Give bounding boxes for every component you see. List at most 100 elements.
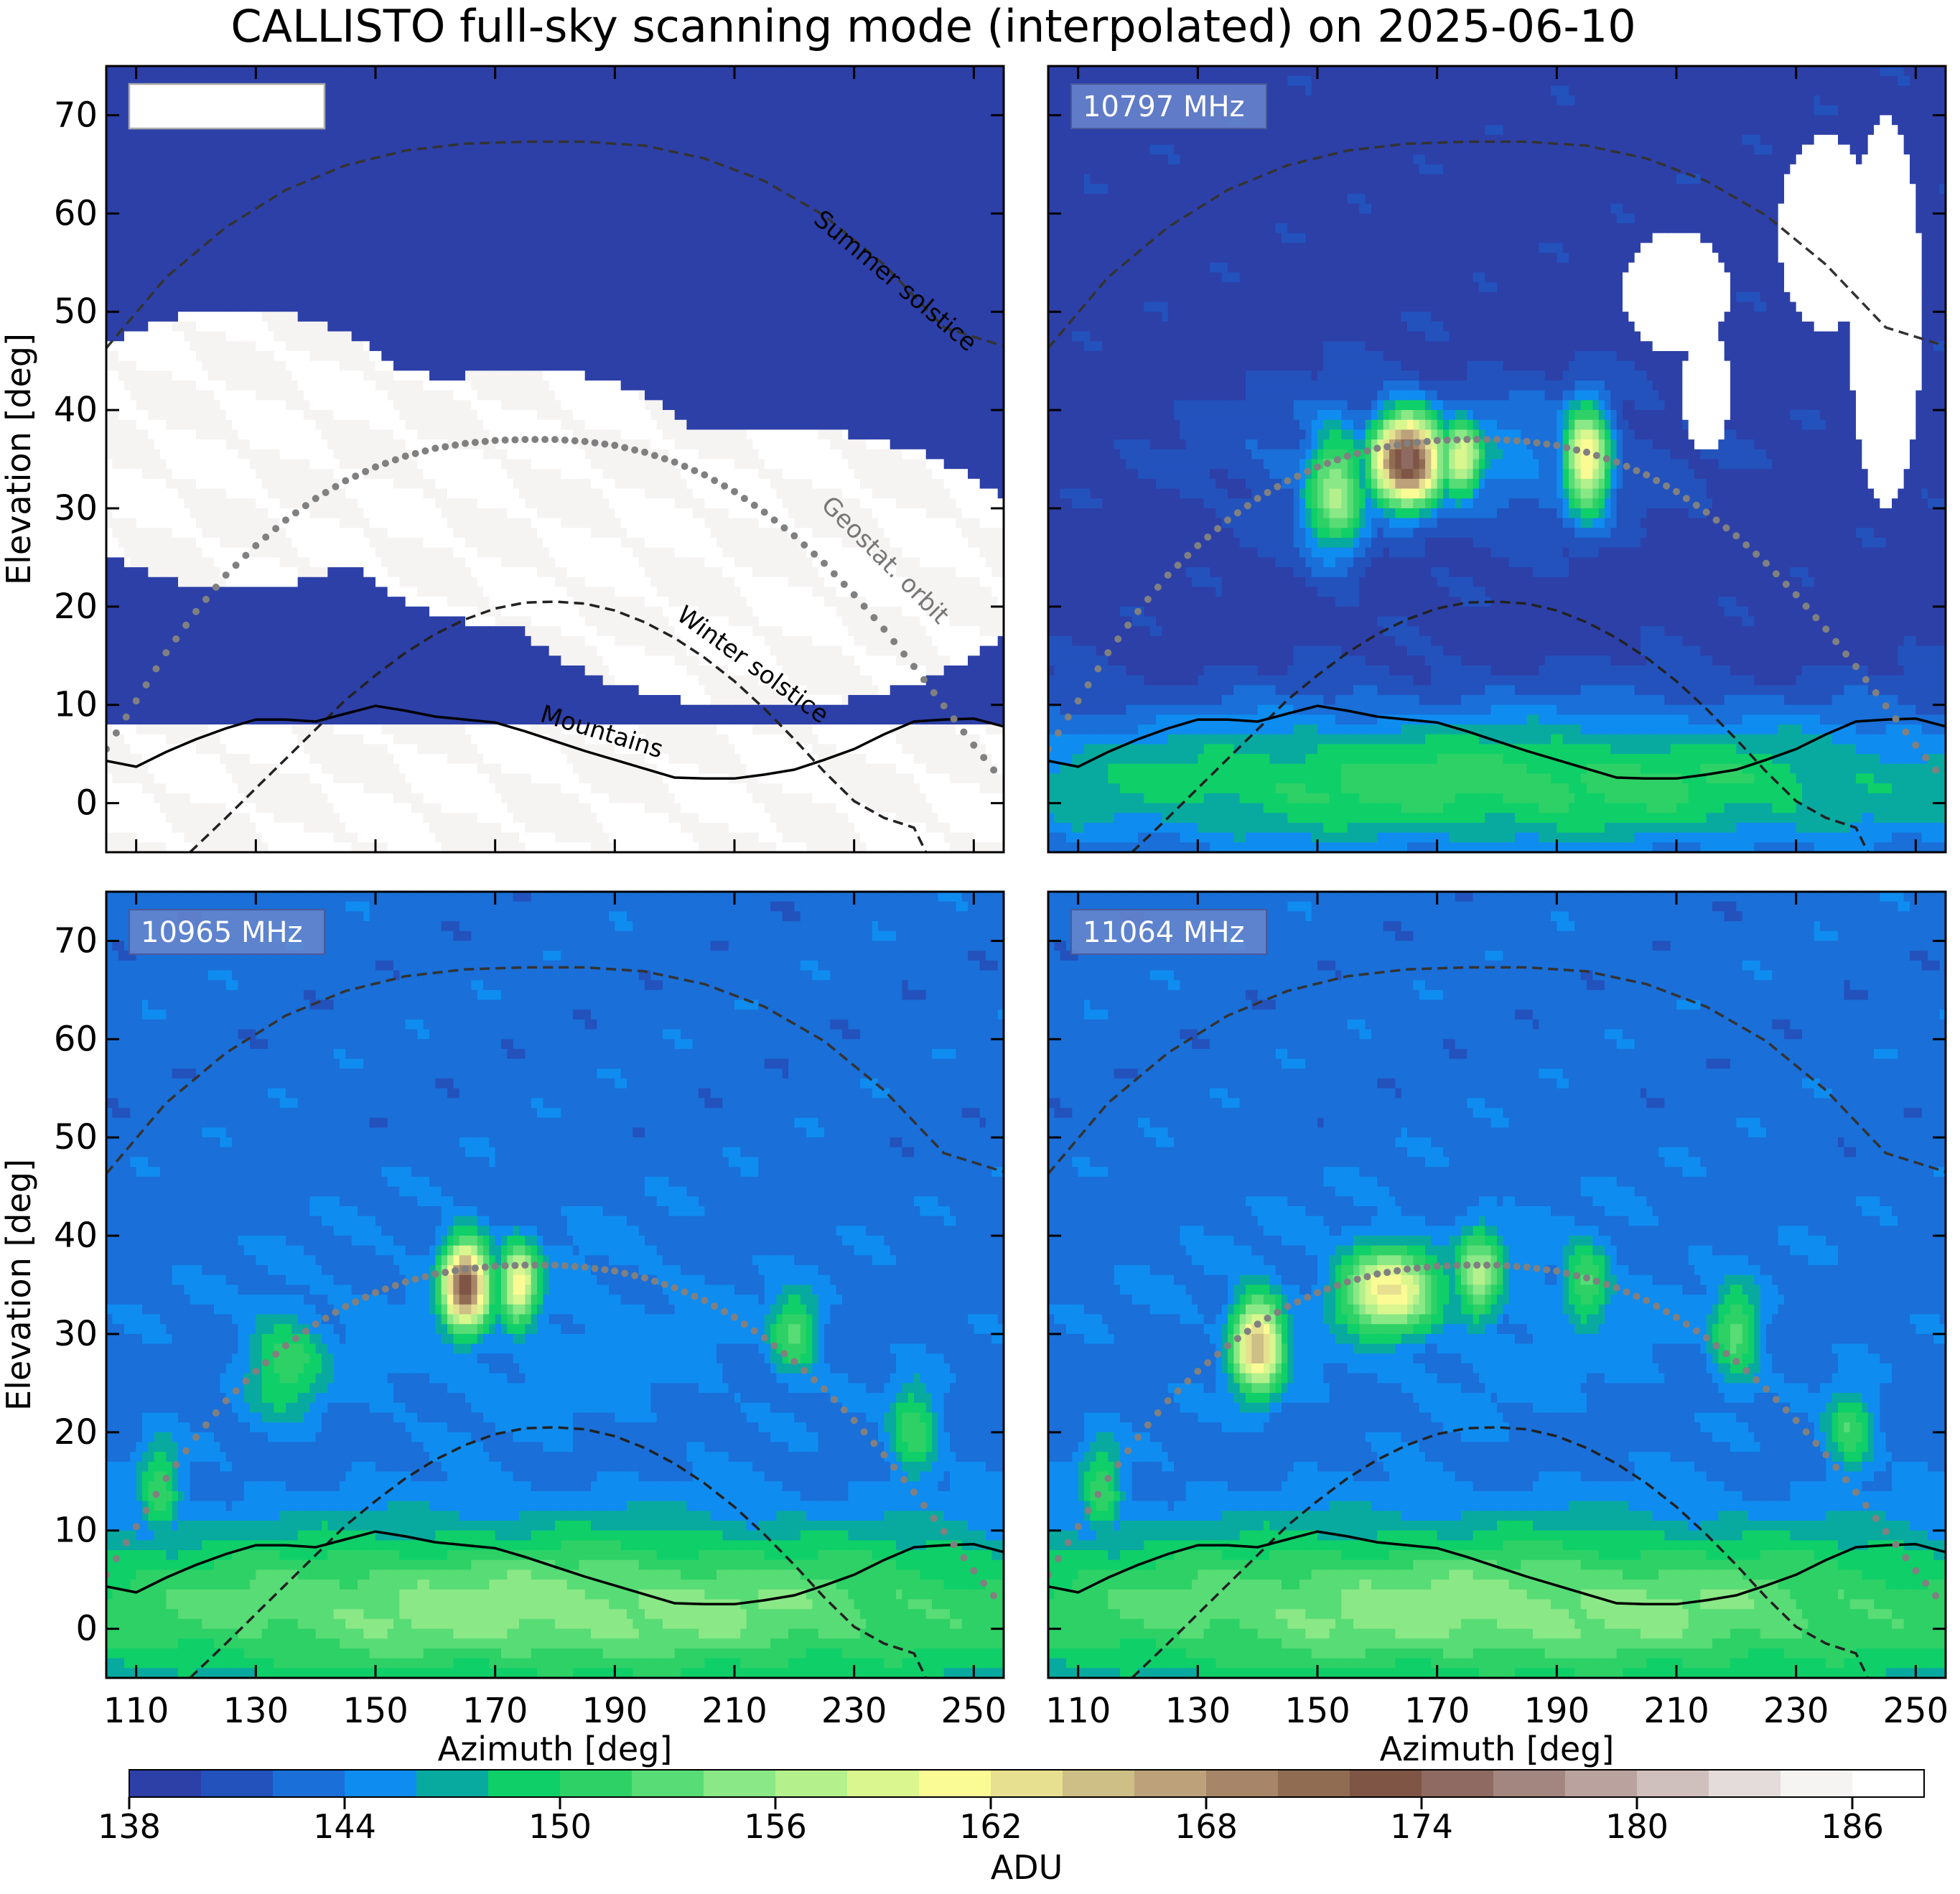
contour-cell xyxy=(663,381,669,391)
contour-cell xyxy=(907,193,915,205)
contour-cell xyxy=(609,203,615,214)
contour-cell xyxy=(501,253,508,263)
contour-cell xyxy=(507,174,514,185)
contour-cell xyxy=(519,134,526,146)
contour-cell xyxy=(782,243,789,253)
contour-cell xyxy=(477,125,484,136)
contour-cell xyxy=(961,302,969,312)
contour-cell xyxy=(812,164,819,175)
contour-cell xyxy=(597,115,604,126)
contour-cell xyxy=(417,134,424,146)
contour-cell xyxy=(692,302,699,312)
contour-cell xyxy=(453,321,460,332)
contour-cell xyxy=(429,75,436,86)
contour-cell xyxy=(279,213,286,224)
contour-cell xyxy=(699,164,705,175)
contour-cell xyxy=(579,193,586,205)
contour-cell xyxy=(549,193,556,205)
contour-cell xyxy=(351,75,358,86)
contour-cell xyxy=(650,85,658,96)
contour-cell xyxy=(645,291,651,303)
contour-cell xyxy=(986,291,992,303)
contour-cell xyxy=(190,164,197,175)
contour-cell xyxy=(961,134,969,146)
contour-cell xyxy=(692,164,699,175)
contour-cell xyxy=(699,154,705,165)
contour-cell xyxy=(650,282,658,293)
contour-cell xyxy=(602,321,610,332)
contour-cell xyxy=(477,174,484,185)
contour-cell xyxy=(495,213,502,224)
contour-cell xyxy=(663,164,669,175)
contour-cell xyxy=(704,164,711,175)
contour-cell xyxy=(549,144,556,155)
contour-cell xyxy=(782,370,789,381)
contour-cell xyxy=(411,233,418,243)
contour-cell xyxy=(369,125,376,136)
contour-cell xyxy=(979,193,986,205)
contour-cell xyxy=(925,203,933,214)
contour-cell xyxy=(555,223,561,234)
contour-cell xyxy=(495,282,502,293)
contour-cell xyxy=(776,203,783,214)
contour-cell xyxy=(686,115,694,126)
contour-cell xyxy=(812,350,819,362)
contour-cell xyxy=(842,164,849,175)
contour-cell xyxy=(627,341,633,352)
contour-cell xyxy=(106,370,113,381)
contour-cell xyxy=(381,75,388,86)
contour-cell xyxy=(907,272,915,283)
contour-cell xyxy=(650,341,658,352)
contour-cell xyxy=(489,233,496,243)
contour-cell xyxy=(495,203,502,214)
contour-cell xyxy=(800,213,807,224)
contour-cell xyxy=(830,321,837,332)
contour-cell xyxy=(214,350,220,362)
contour-cell xyxy=(584,213,592,224)
contour-cell xyxy=(968,272,974,283)
contour-cell xyxy=(854,331,861,342)
contour-cell xyxy=(333,360,340,371)
contour-cell xyxy=(591,341,597,352)
contour-cell xyxy=(788,105,795,116)
contour-cell xyxy=(782,154,789,165)
contour-cell xyxy=(238,262,245,274)
contour-cell xyxy=(112,381,119,391)
contour-cell xyxy=(333,282,340,293)
contour-cell xyxy=(686,85,694,96)
contour-cell xyxy=(381,115,388,126)
contour-cell xyxy=(633,164,640,175)
contour-cell xyxy=(261,174,269,185)
contour-cell xyxy=(489,321,496,332)
contour-cell xyxy=(943,321,951,332)
contour-cell xyxy=(435,312,442,322)
contour-cell xyxy=(692,203,699,214)
contour-cell xyxy=(286,312,292,322)
contour-cell xyxy=(645,312,651,322)
contour-cell xyxy=(106,321,113,332)
contour-cell xyxy=(225,262,233,274)
contour-cell xyxy=(286,321,292,332)
contour-cell xyxy=(465,302,472,312)
contour-cell xyxy=(279,331,286,342)
contour-cell xyxy=(812,243,819,253)
contour-cell xyxy=(872,144,879,155)
contour-cell xyxy=(375,331,382,342)
contour-cell xyxy=(907,115,915,126)
contour-cell xyxy=(471,302,478,312)
contour-cell xyxy=(459,381,466,391)
contour-cell xyxy=(704,253,711,263)
contour-cell xyxy=(465,381,472,391)
contour-cell xyxy=(531,262,538,274)
contour-cell xyxy=(656,291,663,303)
contour-cell xyxy=(184,223,191,234)
contour-cell xyxy=(333,302,340,312)
contour-cell xyxy=(256,262,263,274)
contour-cell xyxy=(202,272,209,283)
contour-cell xyxy=(363,262,370,274)
contour-cell xyxy=(746,115,753,126)
contour-cell xyxy=(836,233,843,243)
contour-cell xyxy=(184,253,191,263)
contour-cell xyxy=(728,321,735,332)
contour-cell xyxy=(243,321,251,332)
